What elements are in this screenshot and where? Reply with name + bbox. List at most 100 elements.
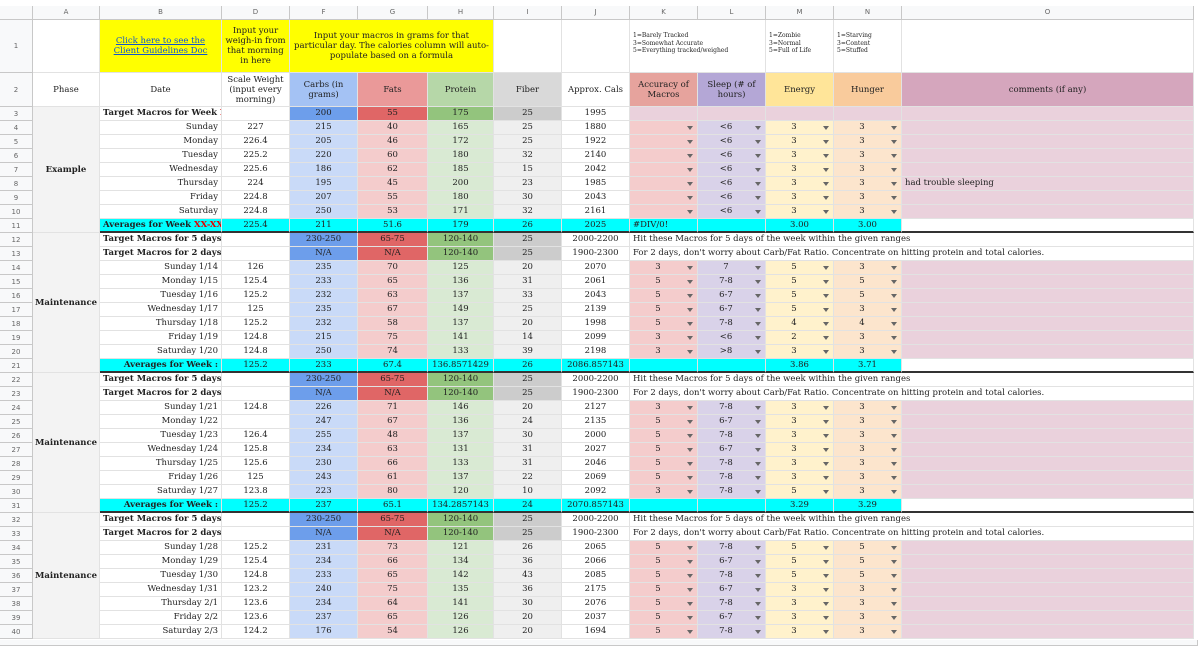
cell-text: 2161: [584, 206, 607, 216]
column-header: O: [902, 6, 1194, 20]
cell-text: 2000: [584, 430, 607, 440]
fats-cell: 65.1: [358, 499, 428, 513]
cell-text: 67.4: [383, 360, 402, 370]
cell-text: Target Macros for 5 days a Week: [103, 374, 222, 384]
cell-text: I: [526, 8, 529, 16]
column-title: Phase: [33, 73, 100, 107]
sleep-cell: 6-7: [698, 583, 766, 597]
weight-cell: [222, 513, 290, 527]
cell-text: 3.86: [790, 360, 809, 370]
sleep-cell: <6: [698, 121, 766, 135]
target-label: Target Macros for 5 days a Week: [100, 513, 222, 527]
cell-text: 2: [791, 332, 797, 342]
cell-text: 225.6: [243, 164, 268, 174]
hunger-cell: 3: [834, 177, 902, 191]
cell-text: 137: [452, 318, 469, 328]
row-number: 11: [0, 219, 33, 233]
cell-text: 2037: [584, 612, 607, 622]
cals-cell: 1900-2300: [562, 527, 630, 541]
date-cell: Saturday 2/3: [100, 625, 222, 639]
sleep-cell: 6-7: [698, 611, 766, 625]
cell-text: 224.8: [243, 192, 268, 202]
comment-cell: [902, 191, 1194, 205]
cell-text: Sunday: [185, 122, 218, 132]
cell-text: 74: [387, 346, 398, 356]
sleep-cell: 7-8: [698, 541, 766, 555]
date-cell: Friday 2/2: [100, 611, 222, 625]
column-header: A: [33, 6, 100, 20]
scale-note: 1=Starving 3=Content 5=Stuffed: [834, 20, 902, 73]
carbs-cell: 235: [290, 303, 358, 317]
accuracy-cell: 5: [630, 415, 698, 429]
hunger-cell: 3: [834, 597, 902, 611]
cell-text: Friday 1/26: [168, 472, 218, 482]
cell-text: <6: [719, 192, 733, 202]
cell-text: 123.2: [243, 584, 268, 594]
cell-text: 2061: [584, 276, 607, 286]
fats-cell: N/A: [358, 247, 428, 261]
cell-text: 3: [13, 109, 19, 118]
energy-cell: 3: [766, 597, 834, 611]
cals-cell: 2069: [562, 471, 630, 485]
energy-cell: 3: [766, 135, 834, 149]
cell-text: 215: [315, 122, 332, 132]
protein-cell: 141: [428, 597, 494, 611]
row-number: 16: [0, 289, 33, 303]
cell-text: 215: [315, 332, 332, 342]
cell-text: 28: [11, 459, 21, 468]
date-cell: Tuesday: [100, 149, 222, 163]
cell-text: 37: [11, 585, 21, 594]
energy-cell: 5: [766, 303, 834, 317]
cell-text: 2085: [584, 570, 607, 580]
cell-text: 63: [387, 444, 398, 454]
cell-text: 5: [859, 276, 865, 286]
column-title: comments (if any): [902, 73, 1194, 107]
accuracy-cell: 5: [630, 289, 698, 303]
comment-cell: [902, 597, 1194, 611]
protein-cell: 120-140: [428, 233, 494, 247]
cell-text: 62: [387, 164, 398, 174]
cell-text: 255: [315, 430, 332, 440]
carbs-cell: 233: [290, 569, 358, 583]
cell-text: 3: [859, 444, 865, 454]
cell-text: 66: [387, 458, 398, 468]
row-number: 6: [0, 149, 33, 163]
fats-cell: 73: [358, 541, 428, 555]
comment-cell: [902, 261, 1194, 275]
weight-cell: 124.8: [222, 345, 290, 359]
fats-cell: 65-75: [358, 513, 428, 527]
fiber-cell: 26: [494, 359, 562, 373]
cell-text: Carbs (in grams): [303, 79, 344, 100]
cell-text: 3: [791, 444, 797, 454]
date-cell: Wednesday 1/17: [100, 303, 222, 317]
cell-text: 65-75: [380, 514, 405, 524]
cell-text: 1880: [584, 122, 607, 132]
fats-cell: 67: [358, 303, 428, 317]
date-cell: Wednesday: [100, 163, 222, 177]
fats-cell: 71: [358, 401, 428, 415]
cell-text: 9: [13, 193, 19, 202]
cell-text: 34: [11, 543, 21, 552]
cell-text: 223: [315, 486, 332, 496]
cell-text: 5=Stuffed: [837, 47, 868, 54]
cell-text: 125: [452, 262, 469, 272]
cell-text: 3=Content: [837, 39, 871, 47]
cell-text: 125.2: [243, 290, 268, 300]
cell-text: 172: [452, 136, 469, 146]
row-number: 40: [0, 625, 33, 639]
cell-text: 30: [522, 430, 533, 440]
hunger-cell: 3: [834, 121, 902, 135]
guidelines-link[interactable]: Click here to see the Client Guidelines …: [113, 36, 208, 56]
cell-text: 21: [11, 361, 21, 370]
fats-cell: 66: [358, 555, 428, 569]
cell-text: 3: [859, 332, 865, 342]
accuracy-cell: 3: [630, 401, 698, 415]
energy-cell: 5: [766, 289, 834, 303]
cell-text: 135: [452, 584, 469, 594]
cell-text: <6: [719, 206, 733, 216]
cell-text: 5: [791, 486, 797, 496]
sleep-cell: 7-8: [698, 569, 766, 583]
cell-text: 7-8: [719, 570, 733, 580]
carbs-cell: 176: [290, 625, 358, 639]
protein-cell: 137: [428, 289, 494, 303]
